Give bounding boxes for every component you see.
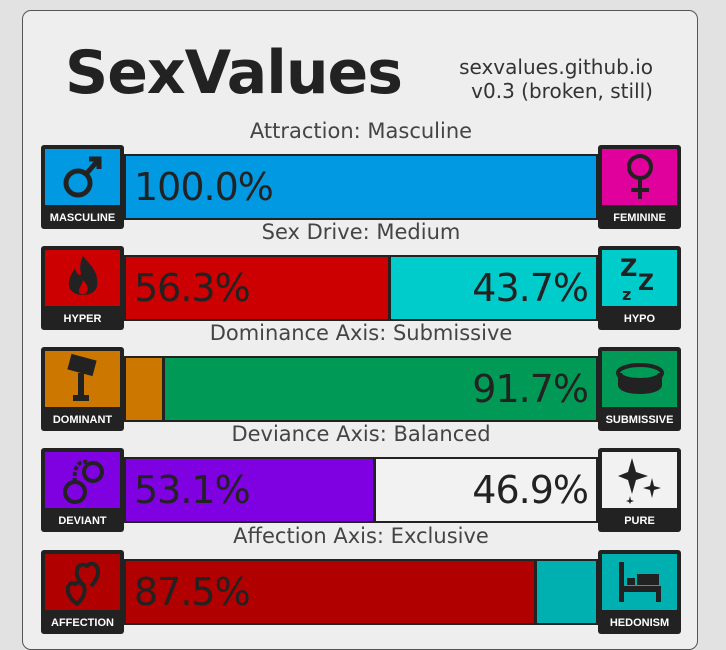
dominant-segment [126, 358, 165, 420]
pure-badge: PURE [598, 448, 681, 532]
masculine-segment: 100.0% [126, 156, 596, 218]
axis-bar: 53.1% 46.9% [124, 457, 598, 523]
dominant-badge: DOMINANT [41, 347, 124, 431]
svg-text:Z: Z [638, 271, 654, 296]
deviant-badge: DEVIANT [41, 448, 124, 532]
feminine-caption: FEMININE [613, 212, 666, 224]
axis-row-affection-axis: Affection Axis: Exclusive AFFECTION 87.5… [41, 524, 681, 637]
axis-row-attraction: Attraction: Masculine MASCULINE 100.0% F… [41, 119, 681, 232]
deviant-segment: 53.1% [126, 459, 376, 521]
affection-segment: 87.5% [126, 561, 538, 623]
axis-row-dominance-axis: Dominance Axis: Submissive DOMINANT 91.7… [41, 321, 681, 434]
site-info: sexvalues.github.io v0.3 (broken, still) [459, 55, 653, 103]
hedonism-caption: HEDONISM [609, 617, 670, 629]
left-percent: 53.1% [134, 468, 251, 512]
hypo-caption: HYPO [623, 313, 656, 325]
axis-label: Deviance Axis: Balanced [231, 422, 491, 446]
axis-label: Attraction: Masculine [249, 119, 473, 143]
pure-caption: PURE [624, 515, 655, 527]
version-label: v0.3 (broken, still) [471, 79, 653, 103]
axis-bar: 100.0% [124, 154, 598, 220]
left-percent: 100.0% [134, 165, 274, 209]
hyper-segment: 56.3% [126, 257, 391, 319]
page-title: SexValues [65, 38, 403, 108]
axis-label: Affection Axis: Exclusive [233, 524, 489, 548]
masculine-caption: MASCULINE [49, 212, 116, 224]
feminine-badge: FEMININE [598, 145, 681, 229]
hypo-segment: 43.7% [390, 257, 596, 319]
submissive-badge: SUBMISSIVE [598, 347, 681, 431]
axis-bar: 56.3% 43.7% [124, 255, 598, 321]
hyper-caption: HYPER [63, 313, 102, 325]
svg-text:z: z [622, 285, 631, 302]
axis-bar: 91.7% [124, 356, 598, 422]
deviant-caption: DEVIANT [58, 515, 107, 527]
axis-bar: 87.5% [124, 559, 598, 625]
submissive-caption: SUBMISSIVE [605, 414, 674, 426]
pure-badge-fill [602, 452, 677, 508]
axis-label: Dominance Axis: Submissive [209, 321, 513, 345]
right-percent: 46.9% [472, 468, 589, 512]
hedonism-badge: HEDONISM [598, 550, 681, 634]
dominant-caption: DOMINANT [52, 414, 113, 426]
affection-badge: AFFECTION [41, 550, 124, 634]
right-percent: 43.7% [472, 266, 589, 310]
hedonism-segment [537, 561, 596, 623]
submissive-segment: 91.7% [165, 358, 596, 420]
axis-label: Sex Drive: Medium [261, 220, 461, 244]
hyper-badge: HYPER [41, 246, 124, 330]
right-percent: 91.7% [472, 367, 589, 411]
affection-caption: AFFECTION [51, 617, 114, 629]
hypo-badge-fill [602, 250, 677, 306]
masculine-badge: MASCULINE [41, 145, 124, 229]
axis-row-deviance-axis: Deviance Axis: Balanced DEVIANT 53.1% 46… [41, 422, 681, 535]
pure-segment: 46.9% [375, 459, 596, 521]
left-percent: 87.5% [134, 570, 251, 614]
results-card: SexValues sexvalues.github.io v0.3 (brok… [22, 10, 698, 650]
left-percent: 56.3% [134, 266, 251, 310]
svg-text:Z: Z [620, 254, 637, 282]
site-url[interactable]: sexvalues.github.io [459, 55, 653, 79]
